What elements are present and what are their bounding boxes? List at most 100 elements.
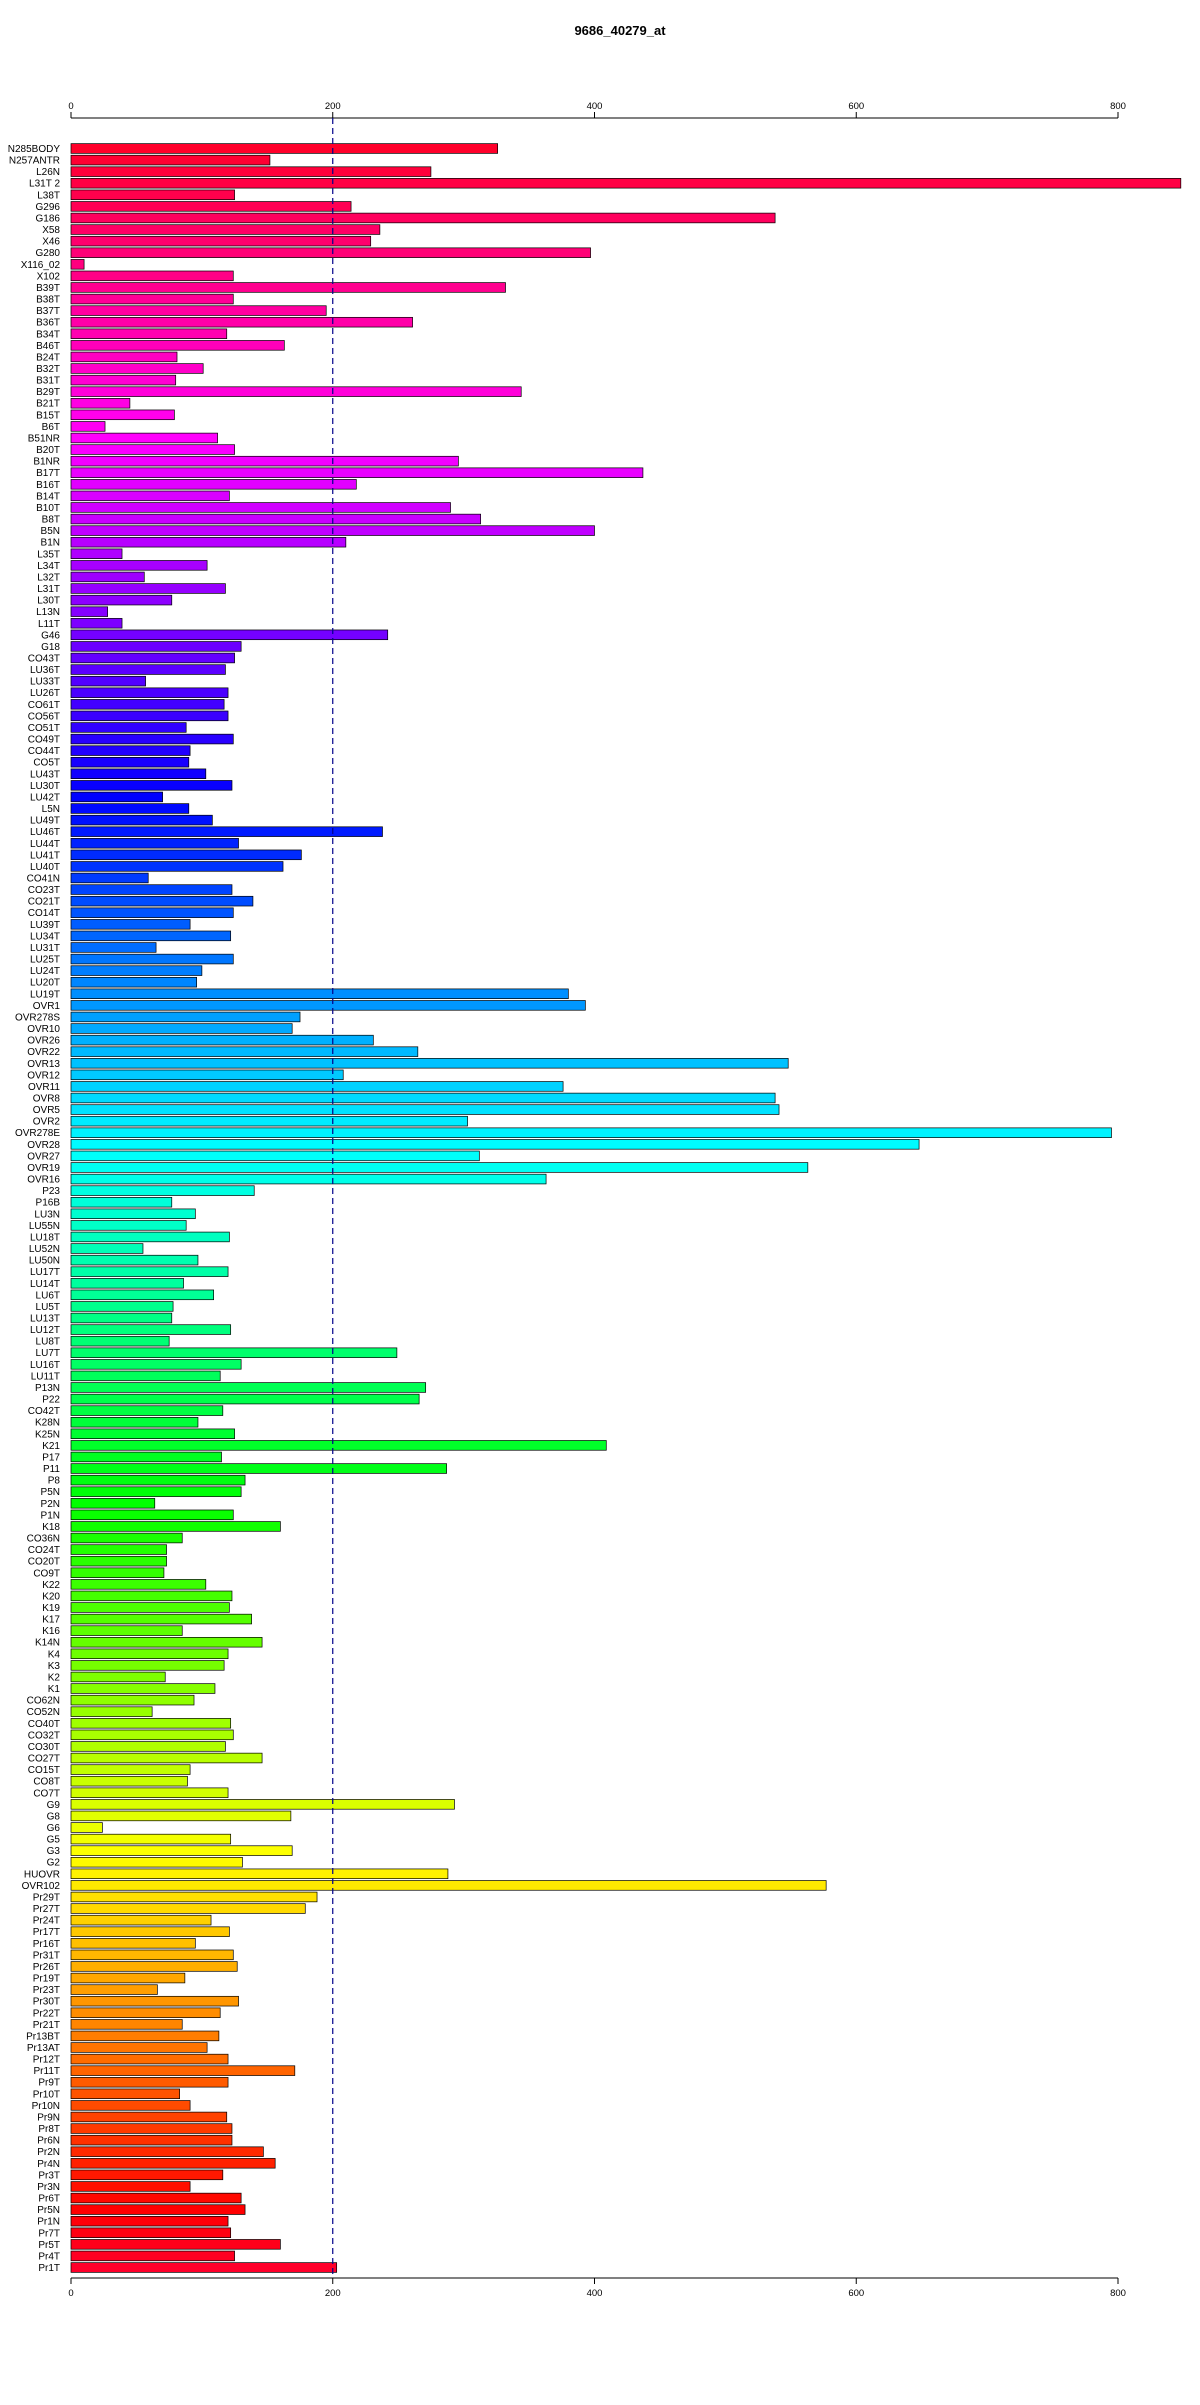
category-label: G186 — [36, 213, 61, 224]
bar-LU50N — [70, 1254, 199, 1266]
bar-OVR19 — [70, 1162, 809, 1173]
bar-LU24T — [70, 965, 203, 976]
bar-L31T-2 — [70, 178, 1182, 189]
bar-K16 — [70, 1625, 183, 1636]
category-label: Pr5N — [37, 2205, 60, 2216]
bar-N257ANTR — [70, 154, 271, 166]
bar-LU17T — [70, 1266, 229, 1277]
bar-B39T — [70, 282, 506, 293]
category-label: Pr11T — [34, 2066, 61, 2077]
bar-K14N — [70, 1637, 263, 1648]
category-label: OVR2 — [33, 1117, 61, 1128]
bar-B29T — [70, 386, 522, 397]
category-label: G5 — [47, 1835, 61, 1846]
bar-G46 — [70, 629, 389, 641]
bar-OVR278E — [70, 1127, 1112, 1138]
bar-B46T — [70, 340, 285, 351]
category-label: L13N — [36, 607, 60, 618]
bar-L30T — [70, 594, 173, 606]
category-label: CO23T — [28, 885, 60, 896]
category-label: B14T — [36, 491, 60, 502]
bar-LU44T — [70, 838, 239, 849]
bar-G5 — [70, 1833, 232, 1845]
category-label: LU16T — [30, 1360, 60, 1371]
category-label: LU14T — [30, 1279, 60, 1290]
category-label: B20T — [36, 445, 60, 456]
bar-LU33T — [70, 675, 146, 687]
bar-Pr10T — [70, 2088, 180, 2100]
category-label: LU36T — [30, 665, 60, 676]
bar-CO21T — [70, 895, 254, 907]
bar-B8T — [70, 513, 481, 525]
category-label: X58 — [42, 225, 60, 236]
category-label: G280 — [36, 248, 61, 259]
bar-L38T — [70, 189, 235, 201]
category-label: Pr7T — [38, 2228, 60, 2239]
category-label: OVR26 — [27, 1036, 60, 1047]
bar-B36T — [70, 316, 413, 328]
category-label: CO15T — [28, 1765, 60, 1776]
bar-OVR5 — [70, 1104, 780, 1115]
category-label: LU44T — [30, 839, 60, 850]
category-label: P11 — [43, 1464, 60, 1475]
category-label: K2 — [48, 1672, 61, 1683]
bar-G186 — [70, 212, 776, 224]
category-label: Pr17T — [33, 1927, 60, 1938]
bar-B37T — [70, 305, 327, 316]
tick-label: 800 — [1110, 2288, 1126, 2299]
category-label: Pr8T — [38, 2124, 60, 2135]
bar-K19 — [70, 1602, 230, 1613]
bar-OVR22 — [70, 1046, 419, 1057]
category-label: CO40T — [28, 1719, 60, 1730]
bar-Pr6T — [70, 2192, 242, 2204]
bar-K28N — [70, 1416, 199, 1428]
category-label: Pr30T — [33, 1997, 60, 2008]
bar-Pr24T — [70, 1914, 212, 1926]
category-label: K19 — [42, 1603, 60, 1614]
category-label: P13N — [35, 1383, 60, 1394]
category-label: Pr10N — [32, 2101, 60, 2112]
tick-label: 400 — [587, 2288, 603, 2299]
bar-LU25T — [70, 953, 234, 965]
category-label: Pr10T — [33, 2089, 60, 2100]
category-label: OVR12 — [27, 1070, 60, 1081]
category-label: B1N — [41, 538, 60, 549]
category-label: B15T — [36, 410, 60, 421]
category-label: P5N — [41, 1487, 60, 1498]
category-label: P1N — [41, 1510, 60, 1521]
category-label: LU13T — [30, 1314, 60, 1325]
bar-Pr12T — [70, 2053, 229, 2065]
category-label: P22 — [42, 1395, 60, 1406]
bar-Pr22T — [70, 2007, 221, 2018]
category-label: Pr22T — [33, 2008, 60, 2019]
category-label: CO41N — [27, 873, 60, 884]
category-label: OVR22 — [27, 1047, 60, 1058]
category-label: B16T — [36, 480, 60, 491]
tick-label: 0 — [68, 2288, 73, 2299]
bars-group — [70, 143, 1182, 2273]
category-label: L26N — [36, 167, 60, 178]
bar-B1NR — [70, 455, 459, 467]
category-label: G2 — [47, 1858, 61, 1869]
category-label: B24T — [36, 352, 60, 363]
bar-CO32T — [70, 1729, 234, 1741]
category-label: Pr27T — [33, 1904, 60, 1915]
category-label: L31T — [37, 584, 60, 595]
category-label: LU31T — [30, 943, 60, 954]
category-label: K3 — [48, 1661, 61, 1672]
bar-HUOVR — [70, 1868, 449, 1880]
bar-L5N — [70, 803, 190, 814]
category-label: CO30T — [28, 1742, 60, 1753]
bar-CO15T — [70, 1764, 191, 1775]
category-label: P2N — [41, 1499, 60, 1510]
tick-label: 400 — [587, 101, 603, 112]
bar-Pr31T — [70, 1949, 234, 1961]
bar-L34T — [70, 560, 208, 571]
category-label: Pr1N — [37, 2217, 60, 2228]
category-label: LU24T — [30, 966, 60, 977]
bar-K22 — [70, 1579, 207, 1590]
bar-LU46T — [70, 826, 383, 837]
category-label: LU50N — [29, 1256, 60, 1267]
category-label: K17 — [42, 1615, 60, 1626]
category-label: CO5T — [33, 758, 60, 769]
